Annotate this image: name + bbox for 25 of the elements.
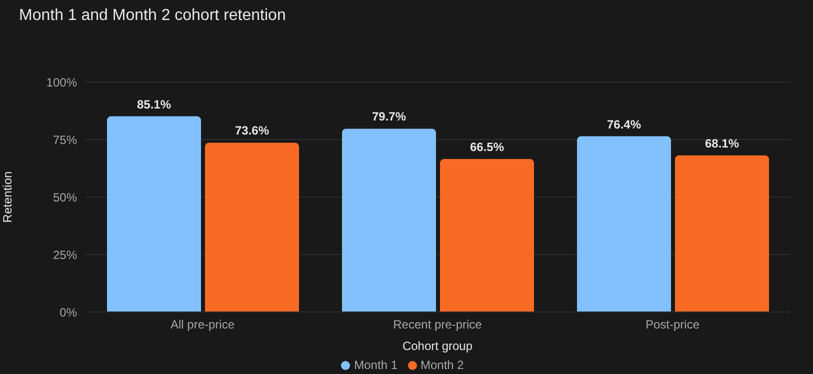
bar [577, 136, 671, 312]
y-tick-label: 50% [52, 190, 78, 204]
x-tick-label: Post-price [645, 318, 700, 332]
data-label: 85.1% [136, 97, 172, 112]
data-label: 66.5% [470, 140, 504, 154]
bar [342, 128, 436, 312]
y-tick-label: 25% [52, 248, 78, 262]
bar [675, 155, 769, 312]
y-tick-label: 75% [52, 132, 78, 147]
data-label: 68.1% [704, 136, 740, 150]
x-tick-label: All pre-price [170, 318, 235, 332]
y-tick-label: 0% [60, 305, 78, 320]
bar [107, 116, 201, 312]
x-tick-label: Recent pre-price [393, 318, 482, 332]
data-label: 79.7% [372, 110, 406, 124]
x-axis-title: Cohort group [402, 339, 473, 353]
legend-label: Month 1 [354, 358, 398, 372]
bar [205, 142, 299, 312]
bar [440, 159, 534, 312]
y-tick-label: 100% [46, 75, 78, 90]
chart-title: Month 1 and Month 2 cohort retention [19, 7, 286, 25]
data-label: 76.4% [606, 117, 642, 132]
data-label: 73.6% [234, 124, 270, 138]
y-axis-title: Retention [0, 171, 14, 223]
legend-label: Month 2 [420, 358, 464, 372]
